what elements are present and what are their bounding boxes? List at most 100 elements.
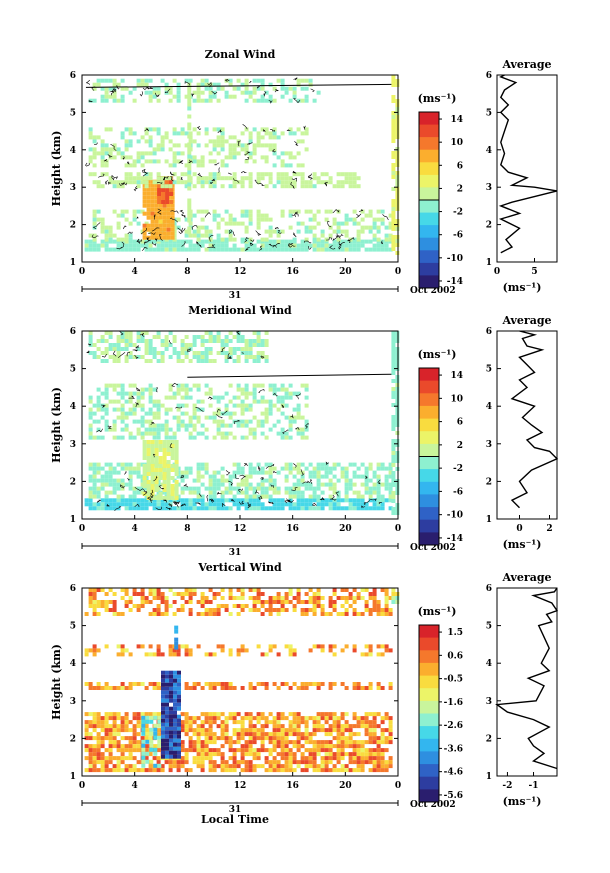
average-x-axis-label: (ms⁻¹) xyxy=(503,538,542,551)
contour-segment xyxy=(165,507,172,511)
heatmap-cell xyxy=(204,127,209,132)
heatmap-cell xyxy=(292,648,297,653)
heatmap-cell xyxy=(376,686,381,690)
heatmap-cell xyxy=(180,764,185,769)
heatmap-cell xyxy=(395,455,400,459)
heatmap-cell xyxy=(240,490,245,495)
heatmap-cell xyxy=(248,608,253,612)
heatmap-cell xyxy=(212,486,217,491)
heatmap-cell xyxy=(276,716,281,721)
heatmap-cell xyxy=(188,596,193,600)
heatmap-cell xyxy=(364,716,369,721)
heatmap-cell xyxy=(264,143,269,148)
heatmap-cell xyxy=(153,735,158,740)
heatmap-cell xyxy=(332,239,337,244)
heatmap-cell xyxy=(296,494,301,499)
heatmap-cell xyxy=(148,588,153,592)
heatmap-cell xyxy=(352,498,357,503)
heatmap-cell xyxy=(192,407,197,412)
heatmap-cell xyxy=(384,243,389,248)
heatmap-cell xyxy=(352,682,357,686)
contour-segment xyxy=(195,241,200,245)
heatmap-cell xyxy=(296,172,301,177)
heatmap-cell xyxy=(228,135,233,140)
heatmap-cell xyxy=(376,712,381,717)
heatmap-cell xyxy=(372,506,377,511)
contour-segment xyxy=(293,77,298,81)
x-tick-label: 0 xyxy=(79,781,85,791)
heatmap-cell xyxy=(136,682,141,686)
heatmap-cell xyxy=(328,482,333,487)
heatmap-cell xyxy=(316,724,321,729)
heatmap-cell xyxy=(244,78,249,83)
heatmap-cell xyxy=(340,239,345,244)
heatmap-cell xyxy=(92,588,97,592)
heatmap-cell xyxy=(136,748,141,753)
heatmap-cell xyxy=(156,728,161,733)
heatmap-cell xyxy=(128,176,133,181)
heatmap-cell xyxy=(142,468,147,472)
heatmap-cell xyxy=(220,752,225,757)
heatmap-cell xyxy=(284,172,289,177)
heatmap-cell xyxy=(208,474,213,479)
heatmap-cell xyxy=(316,716,321,721)
heatmap-cell xyxy=(161,678,165,683)
heatmap-cell xyxy=(154,223,159,228)
heatmap-cell xyxy=(172,760,177,765)
colorbar-swatch xyxy=(419,149,439,163)
heatmap-cell xyxy=(232,217,237,222)
heatmap-cell xyxy=(395,123,400,127)
contour-segment xyxy=(254,489,260,494)
heatmap-cell xyxy=(187,182,192,187)
heatmap-cell xyxy=(256,217,261,222)
heatmap-cell xyxy=(348,482,353,487)
heatmap-cell xyxy=(300,239,305,244)
contour-segment xyxy=(291,212,299,217)
heatmap-cell xyxy=(328,686,333,690)
heatmap-cell xyxy=(284,462,289,467)
heatmap-cell xyxy=(112,712,117,717)
heatmap-cell xyxy=(136,176,141,181)
heatmap-cell xyxy=(312,470,317,475)
heatmap-cell xyxy=(161,670,165,675)
heatmap-cell xyxy=(132,768,137,773)
heatmap-cell xyxy=(292,482,297,487)
heatmap-cell xyxy=(142,476,147,480)
heatmap-cell xyxy=(292,131,297,136)
heatmap-cell xyxy=(150,492,155,496)
heatmap-cell xyxy=(116,744,121,749)
heatmap-cell xyxy=(352,756,357,761)
heatmap-cell xyxy=(216,237,221,242)
heatmap-cell xyxy=(368,466,373,471)
panel-title: Vertical Wind xyxy=(197,561,282,574)
heatmap-cell xyxy=(328,724,333,729)
heatmap-cell xyxy=(391,227,396,231)
heatmap-cell xyxy=(142,448,147,452)
heatmap-cell xyxy=(172,600,177,604)
heatmap-cell xyxy=(112,724,117,729)
heatmap-cell xyxy=(149,739,154,744)
heatmap-cell xyxy=(292,407,297,412)
heatmap-cell xyxy=(372,732,377,737)
heatmap-cell xyxy=(88,339,93,343)
heatmap-cell xyxy=(348,724,353,729)
heatmap-cell xyxy=(284,176,289,181)
heatmap-cell xyxy=(395,203,400,207)
heatmap-cell xyxy=(172,435,177,440)
heatmap-cell xyxy=(376,247,381,252)
heatmap-cell xyxy=(284,728,289,733)
heatmap-cell xyxy=(196,600,201,604)
heatmap-cell xyxy=(173,686,177,691)
heatmap-cell xyxy=(200,596,205,600)
heatmap-cell xyxy=(166,444,171,448)
heatmap-cell xyxy=(104,608,109,612)
heatmap-cell xyxy=(180,351,185,355)
heatmap-cell xyxy=(88,395,93,400)
contour-segment xyxy=(363,500,370,505)
heatmap-cell xyxy=(160,143,165,148)
heatmap-cell xyxy=(200,592,205,596)
heatmap-cell xyxy=(154,440,159,444)
heatmap-cell xyxy=(232,756,237,761)
heatmap-cell xyxy=(228,756,233,761)
contour-segment xyxy=(184,81,190,86)
